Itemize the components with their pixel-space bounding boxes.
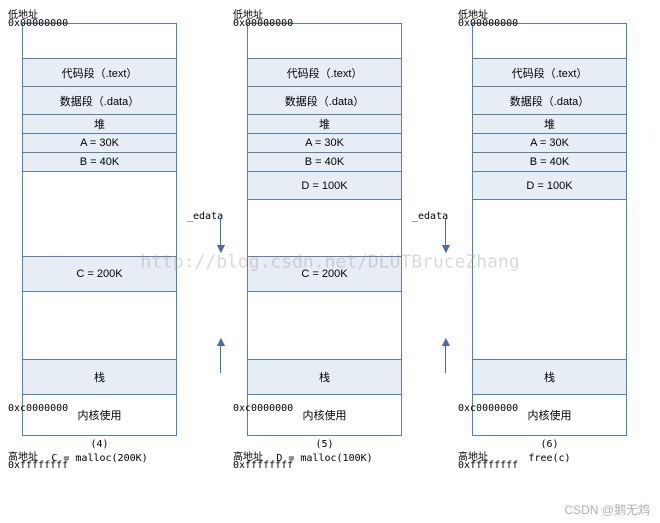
kernel-seg-5: 内核使用 — [248, 395, 401, 435]
cell-A-6: A = 30K — [473, 134, 626, 153]
column-6: 低地址 0x00000000 代码段（.text） 数据段（.data） 堆 A… — [460, 8, 650, 464]
data-seg: 数据段（.data） — [23, 87, 176, 115]
addr-bot-6: 0xffffffff — [458, 460, 518, 471]
cell-C: C = 200K — [23, 257, 176, 292]
kernel-seg-6: 内核使用 — [473, 395, 626, 435]
column-4: 低地址 0x00000000 代码段（.text） 数据段（.data） 堆 A… — [10, 8, 200, 464]
addr-top-6: 0x00000000 — [458, 18, 518, 29]
arrow-up-5: ▲ — [214, 333, 228, 349]
addr-mid-6: 0xc0000000 — [458, 403, 518, 414]
gap-1-5 — [248, 200, 401, 257]
stack-seg-6: 栈 — [473, 360, 626, 395]
arrow-up-6: ▲ — [439, 333, 453, 349]
memory-box-6: 代码段（.text） 数据段（.data） 堆 A = 30K B = 40K … — [472, 23, 627, 436]
column-5: 低地址 0x00000000 代码段（.text） 数据段（.data） 堆 A… — [235, 8, 425, 464]
gap-1 — [23, 172, 176, 257]
footer-mark: CSDN @鹅无鸩 — [564, 501, 650, 518]
data-seg-5: 数据段（.data） — [248, 87, 401, 115]
cell-D-5: D = 100K — [248, 172, 401, 200]
arrow-down-5: ▼ — [214, 240, 228, 256]
addr-top: 0x00000000 — [8, 18, 68, 29]
memory-box-4: 代码段（.text） 数据段（.data） 堆 A = 30K B = 40K … — [22, 23, 177, 436]
addr-bot-5: 0xffffffff — [233, 460, 293, 471]
data-seg-6: 数据段（.data） — [473, 87, 626, 115]
caption-5n: (5) — [247, 439, 402, 450]
addr-mid-5: 0xc0000000 — [233, 403, 293, 414]
addr-top-5: 0x00000000 — [233, 18, 293, 29]
empty-top — [23, 24, 176, 59]
stack-seg: 栈 — [23, 360, 176, 395]
edata-6: _edata — [412, 211, 448, 222]
edata-5: _edata — [187, 211, 223, 222]
cell-B-6: B = 40K — [473, 153, 626, 172]
text-seg-6: 代码段（.text） — [473, 59, 626, 87]
text-seg-5: 代码段（.text） — [248, 59, 401, 87]
gap-2 — [23, 292, 176, 360]
addr-mid-4: 0xc0000000 — [8, 403, 68, 414]
memory-box-5: 代码段（.text） 数据段（.data） 堆 A = 30K B = 40K … — [247, 23, 402, 436]
cell-A: A = 30K — [23, 134, 176, 153]
text-seg: 代码段（.text） — [23, 59, 176, 87]
stack-seg-5: 栈 — [248, 360, 401, 395]
arrow-up-4: ▲ — [0, 333, 3, 349]
empty-top-6 — [473, 24, 626, 59]
arrow-down-4: ▼ — [0, 233, 3, 249]
gap-1-6 — [473, 200, 626, 360]
cell-B: B = 40K — [23, 153, 176, 172]
kernel-seg: 内核使用 — [23, 395, 176, 435]
heap-seg-6: 堆 — [473, 115, 626, 134]
heap-seg-5: 堆 — [248, 115, 401, 134]
arrow-down-6: ▼ — [439, 240, 453, 256]
empty-top-5 — [248, 24, 401, 59]
gap-2-5 — [248, 292, 401, 360]
cell-C-5: C = 200K — [248, 257, 401, 292]
caption-4n: (4) — [22, 439, 177, 450]
heap-seg: 堆 — [23, 115, 176, 134]
cell-B-5: B = 40K — [248, 153, 401, 172]
caption-6n: (6) — [472, 439, 627, 450]
diagram-row: 低地址 0x00000000 代码段（.text） 数据段（.data） 堆 A… — [8, 8, 652, 464]
cell-A-5: A = 30K — [248, 134, 401, 153]
cell-D-6: D = 100K — [473, 172, 626, 200]
addr-bot-4: 0xffffffff — [8, 460, 68, 471]
